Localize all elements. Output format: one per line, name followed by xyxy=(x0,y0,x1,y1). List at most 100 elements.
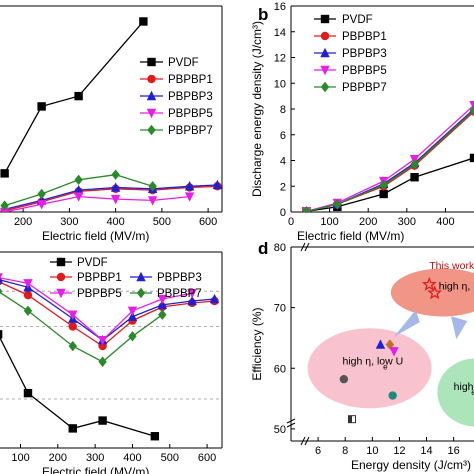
x-tick-label: 400 xyxy=(436,216,454,228)
x-tick-label: 300 xyxy=(86,452,104,464)
legend-marker xyxy=(320,31,330,41)
x-axis-label: Electric field (MV/m) xyxy=(297,229,404,243)
axis-break-mark xyxy=(300,436,306,446)
data-point-pbpbp5 xyxy=(0,273,3,279)
x-tick-label: 400 xyxy=(123,452,141,464)
x-tick-label: 14 xyxy=(420,445,432,457)
data-point-pbpbp7 xyxy=(0,200,9,211)
legend-label: PBPBP7 xyxy=(168,125,213,137)
panel-letter: d xyxy=(258,239,268,258)
legend-label: PVDF xyxy=(342,14,373,26)
legend-marker xyxy=(320,14,330,24)
data-point xyxy=(348,415,356,424)
y-tick-label: 0 xyxy=(280,207,286,219)
x-tick-label: 200 xyxy=(359,216,377,228)
data-point-pbpbp3 xyxy=(0,277,3,284)
panel-b-chart: 0 100 200 300 400 0 2 4 6 8 10 12 14 16 Electric field… xyxy=(250,1,474,243)
y-tick-label: 8 xyxy=(280,104,286,116)
label-high-eta-low: high η, low U xyxy=(343,356,404,368)
x-axis-label: Energy density (J/cm³) xyxy=(351,458,471,472)
legend-marker xyxy=(56,288,66,299)
legend-marker xyxy=(320,65,330,76)
x-tick-label: 600 xyxy=(199,216,217,228)
series-line-pbpbp7 xyxy=(306,109,474,212)
y-tick-label: 2 xyxy=(280,181,286,193)
series-line-pbpbp3 xyxy=(306,108,474,212)
series-line-pbpbp5 xyxy=(4,195,190,212)
data-point-pbpbp5 xyxy=(68,310,78,320)
x-tick-label: 500 xyxy=(161,452,179,464)
data-point-pbpbp3 xyxy=(157,299,168,310)
data-point-pbpbp1 xyxy=(23,290,33,300)
data-point-pvdf xyxy=(68,424,77,433)
x-tick-label: 400 xyxy=(106,216,124,228)
y-tick-label: 14 xyxy=(274,27,286,39)
data-point-pbpbp7 xyxy=(148,181,157,192)
data-point xyxy=(389,347,399,357)
y-tick-label: 16 xyxy=(274,1,286,13)
data-point xyxy=(339,374,349,384)
data-point-pvdf xyxy=(37,102,46,111)
y-axis-label: Discharge energy density (J/cm³) xyxy=(250,21,264,197)
data-point-pvdf xyxy=(0,169,9,178)
axis-break-mark xyxy=(286,418,296,424)
data-point-pbpbp7 xyxy=(469,105,474,116)
legend-label: PBPBP3 xyxy=(157,272,202,284)
data-point-pbpbp5 xyxy=(187,288,197,299)
legend-label: PBPBP1 xyxy=(77,272,122,284)
data-point xyxy=(427,285,443,300)
legend-marker xyxy=(56,272,66,282)
x-tick-label: 300 xyxy=(60,216,78,228)
x-axis-label: Electric field (MV/m) xyxy=(42,229,149,243)
data-point-pbpbp7 xyxy=(128,331,137,342)
legend-marker xyxy=(147,74,156,84)
label-high-ue-sub: e xyxy=(471,388,474,397)
y-tick-label: 10 xyxy=(274,78,286,90)
x-tick-label: 100 xyxy=(320,216,338,228)
data-point-pbpbp7 xyxy=(37,188,46,200)
legend-label: PBPBP1 xyxy=(168,74,213,86)
data-point-pbpbp7 xyxy=(158,309,167,320)
data-point-pbpbp7 xyxy=(98,356,107,367)
y-tick-label: 70 xyxy=(274,303,286,315)
legend-label: PBPBP3 xyxy=(342,48,387,60)
legend-marker xyxy=(146,108,157,119)
region-high-eta-low-ue xyxy=(307,328,432,409)
data-point-pbpbp3 xyxy=(127,311,138,321)
data-point-pbpbp7 xyxy=(410,159,419,170)
x-tick-label: 16 xyxy=(448,445,460,457)
series-line-pvdf xyxy=(306,157,474,212)
x-tick-label: 6 xyxy=(315,445,321,457)
panel-a-chart: 200 300 400 500 600 Electric field (MV/m) PVDF… xyxy=(0,5,223,243)
x-axis-label: Electric field (MV/m) xyxy=(42,465,149,474)
data-point-pbpbp5 xyxy=(184,192,195,202)
y-axis-label: Efficiency (%) xyxy=(250,307,264,380)
x-tick-label: 0 xyxy=(288,216,294,228)
data-point-pvdf xyxy=(74,91,83,101)
series-line-pbpbp1 xyxy=(306,111,474,212)
y-tick-label: 4 xyxy=(280,156,286,168)
data-point-pvdf xyxy=(139,17,148,26)
data-point-pbpbp7 xyxy=(68,340,77,352)
label-this-work: This work xyxy=(429,260,474,272)
legend-label: PBPBP5 xyxy=(168,108,213,120)
label-high-eta-low-sub: e xyxy=(383,362,388,371)
axis-break-mark xyxy=(304,436,310,446)
data-point-pbpbp7 xyxy=(23,305,33,316)
panel-d-chart: 6 8 10 12 14 16 50 60 70 80 Energy density (J/cm³)… xyxy=(250,239,474,472)
x-tick-label: 200 xyxy=(14,216,32,228)
legend-label: PBPBP1 xyxy=(342,31,387,43)
plot-area xyxy=(0,273,222,441)
legend: PVDF PBPBP1 PBPBP3 PBPBP5 PBPBP7 xyxy=(140,57,213,137)
x-tick-label: 200 xyxy=(49,452,67,464)
series-line-pbpbp7 xyxy=(0,291,163,363)
data-point-pbpbp5 xyxy=(127,306,138,316)
data-point-pbpbp3 xyxy=(209,293,220,304)
data-point-pbpbp3 xyxy=(184,181,195,191)
y-tick-label: 12 xyxy=(274,53,286,65)
series-line-pbpbp1 xyxy=(0,281,215,347)
panel-letter: b xyxy=(258,5,268,24)
data-point-pbpbp5 xyxy=(36,200,47,210)
data-point-pvdf xyxy=(469,153,474,163)
